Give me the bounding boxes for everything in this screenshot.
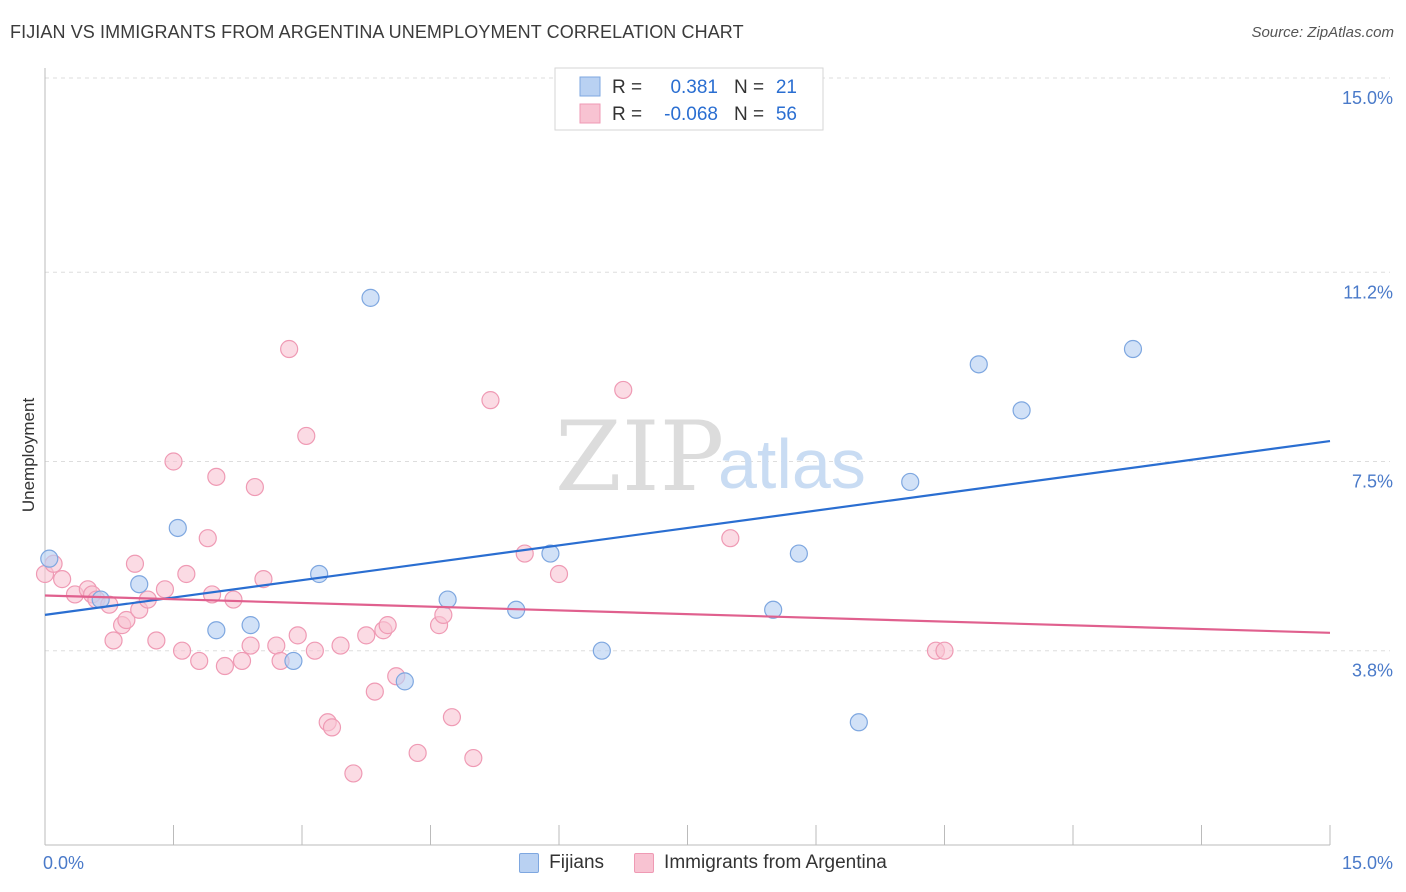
- data-point-immigrants: [935, 641, 954, 660]
- legend-r-label: R =: [612, 104, 642, 125]
- data-point-immigrants: [190, 651, 209, 671]
- data-point-immigrants: [322, 718, 342, 737]
- legend-label-immigrants: Immigrants from Argentina: [664, 852, 887, 873]
- data-point-immigrants: [125, 554, 145, 573]
- axes: [44, 68, 1331, 846]
- data-point-immigrants: [155, 580, 175, 599]
- legend-r-label: R =: [612, 77, 642, 98]
- data-point-immigrants: [224, 590, 243, 609]
- data-point-immigrants: [614, 380, 633, 400]
- data-point-fijians: [849, 713, 868, 732]
- data-point-immigrants: [357, 626, 376, 645]
- data-point-fijians: [789, 544, 808, 563]
- legend-r-value: -0.068: [664, 104, 718, 125]
- data-point-fijians: [168, 518, 187, 538]
- data-point-fijians: [361, 288, 380, 307]
- data-point-fijians: [1012, 401, 1031, 420]
- data-point-immigrants: [164, 452, 183, 471]
- chart-title: FIJIAN VS IMMIGRANTS FROM ARGENTINA UNEM…: [10, 22, 744, 42]
- data-point-immigrants: [241, 636, 260, 655]
- watermark: ZIP atlas: [555, 401, 866, 513]
- legend-label-fijians: Fijians: [549, 852, 605, 873]
- data-point-immigrants: [442, 708, 462, 727]
- y-tick-label: 3.8%: [1352, 661, 1393, 681]
- data-point-immigrants: [104, 631, 123, 650]
- data-point-immigrants: [198, 529, 217, 548]
- legend-n-label: N =: [734, 77, 764, 98]
- watermark-zip: ZIP: [555, 401, 724, 513]
- watermark-atlas: atlas: [718, 425, 866, 503]
- data-point-immigrants: [53, 570, 72, 589]
- legend-n-label: N =: [734, 104, 764, 125]
- legend-swatch-immigrants: [579, 103, 601, 124]
- trend-line-immigrants: [44, 594, 1331, 634]
- data-point-fijians: [592, 641, 611, 660]
- data-point-immigrants: [305, 641, 324, 660]
- data-point-immigrants: [245, 477, 264, 497]
- data-point-immigrants: [177, 564, 196, 584]
- data-point-fijians: [438, 590, 457, 609]
- data-point-immigrants: [147, 631, 166, 650]
- trend-line-fijians: [44, 439, 1331, 616]
- source-credit: Source: ZipAtlas.com: [1251, 24, 1394, 41]
- correlation-legend: R = 0.381 N = 21 R = -0.068 N = 56: [554, 67, 824, 131]
- legend-r-value: 0.381: [670, 77, 718, 98]
- data-point-immigrants: [207, 467, 226, 486]
- data-point-fijians: [764, 600, 783, 619]
- trend-lines: [44, 439, 1331, 634]
- legend-swatch-immigrants: [634, 853, 655, 873]
- data-point-immigrants: [232, 651, 252, 671]
- series-fijians: [40, 288, 1143, 732]
- data-point-fijians: [241, 616, 260, 635]
- data-point-immigrants: [481, 391, 500, 410]
- legend-n-value: 56: [776, 104, 797, 125]
- data-point-immigrants: [515, 544, 534, 563]
- legend-n-value: 21: [776, 77, 797, 98]
- data-point-immigrants: [464, 748, 483, 768]
- data-point-fijians: [284, 651, 303, 671]
- data-point-fijians: [969, 355, 988, 374]
- data-point-immigrants: [267, 636, 286, 655]
- y-tick-label: 7.5%: [1352, 472, 1393, 492]
- data-point-immigrants: [215, 656, 234, 676]
- x-tick-label: 15.0%: [1342, 853, 1393, 873]
- data-point-immigrants: [365, 682, 384, 701]
- data-point-immigrants: [254, 570, 273, 589]
- data-point-immigrants: [721, 529, 740, 548]
- data-point-immigrants: [280, 339, 299, 359]
- data-point-fijians: [541, 544, 560, 563]
- tick-labels: 3.8% 7.5% 11.2% 15.0% 0.0% 15.0%: [43, 88, 1393, 873]
- y-axis-title: Unemployment: [19, 398, 38, 513]
- legend-swatch-fijians: [519, 853, 540, 873]
- data-point-immigrants: [378, 616, 397, 635]
- data-point-immigrants: [408, 743, 427, 763]
- data-point-fijians: [395, 672, 414, 691]
- x-tick-label: 0.0%: [43, 853, 84, 873]
- data-point-immigrants: [117, 610, 136, 630]
- data-point-fijians: [207, 621, 226, 640]
- data-point-fijians: [901, 472, 920, 492]
- series-immigrants-from-argentina: [35, 339, 954, 783]
- legend-swatch-fijians: [579, 76, 601, 97]
- y-tick-label: 15.0%: [1342, 88, 1393, 108]
- series-legend: Fijians Immigrants from Argentina: [0, 852, 1406, 874]
- grid-lines: [45, 77, 1390, 652]
- data-point-immigrants: [172, 641, 192, 660]
- legend-item-immigrants: Immigrants from Argentina: [634, 852, 887, 874]
- data-point-fijians: [130, 575, 149, 594]
- data-point-immigrants: [549, 564, 569, 584]
- data-point-fijians: [40, 549, 59, 568]
- data-point-immigrants: [434, 605, 453, 625]
- data-point-fijians: [1123, 339, 1143, 359]
- data-point-immigrants: [288, 626, 307, 645]
- data-point-immigrants: [331, 636, 350, 655]
- data-point-immigrants: [297, 426, 316, 446]
- data-point-immigrants: [344, 764, 363, 783]
- y-tick-label: 11.2%: [1343, 282, 1393, 302]
- legend-item-fijians: Fijians: [519, 852, 604, 874]
- data-point-fijians: [310, 564, 329, 584]
